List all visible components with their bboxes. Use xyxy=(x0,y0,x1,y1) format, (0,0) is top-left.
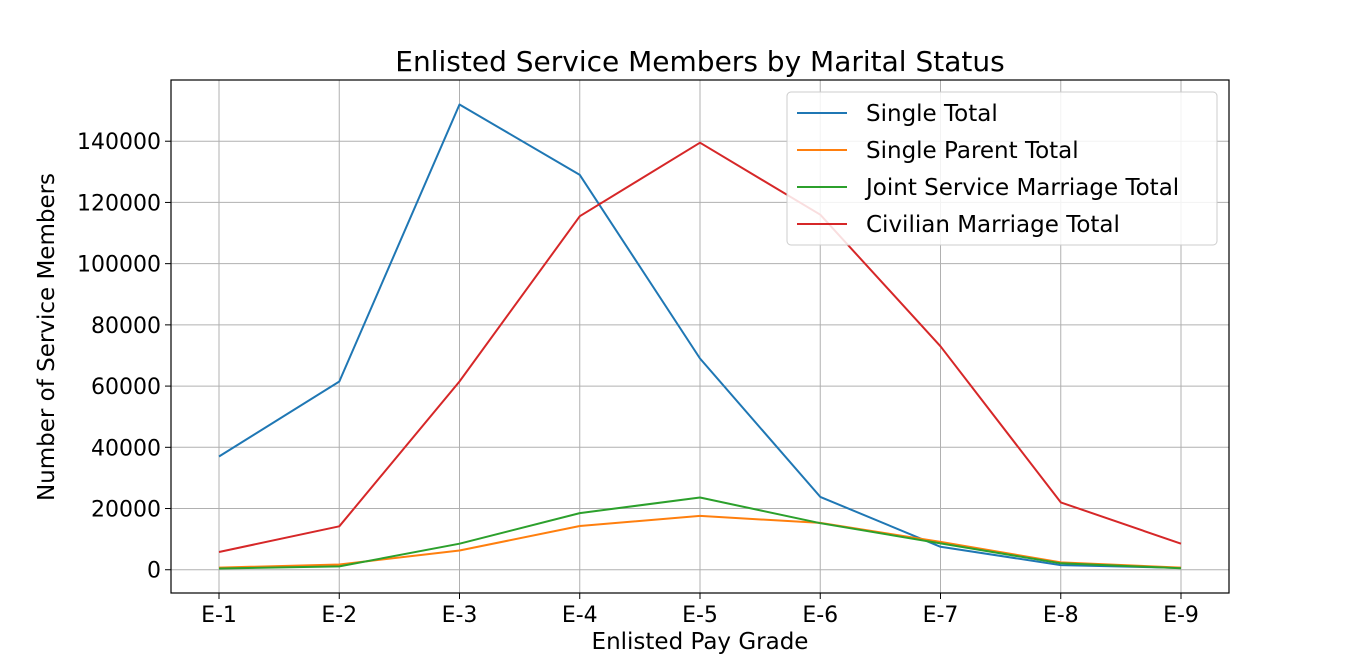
y-tick-label: 80000 xyxy=(91,314,161,339)
legend-box xyxy=(786,91,1218,246)
x-tick-label: E-4 xyxy=(562,603,598,628)
legend-label: Single Total xyxy=(866,101,998,127)
series-line-0 xyxy=(218,103,1182,569)
x-axis-ticks: E-1 E-2 E-3 E-4 E-5 E-6 E-7 E-8 E-9 xyxy=(201,593,1199,628)
legend-items: Single Total Single Parent Total Joint Ser… xyxy=(797,101,1179,238)
x-tick-label: E-3 xyxy=(442,603,478,628)
y-tick-label: 40000 xyxy=(91,436,161,461)
legend: Single Total Single Parent Total Joint Ser… xyxy=(786,91,1218,246)
y-tick-label: 100000 xyxy=(77,253,161,278)
legend-label: Joint Service Marriage Total xyxy=(864,175,1179,201)
series-lines xyxy=(218,103,1182,570)
series-line-2 xyxy=(218,496,1182,570)
y-axis-ticks: 0 20000 40000 60000 80000 100000 120000 140000 xyxy=(77,130,171,584)
x-tick-label: E-6 xyxy=(802,603,838,628)
chart-title: Enlisted Service Members by Marital Stat… xyxy=(395,45,1004,78)
legend-label: Civilian Marriage Total xyxy=(866,212,1120,238)
x-tick-label: E-7 xyxy=(923,603,959,628)
y-tick-label: 0 xyxy=(147,559,161,584)
series-line-3 xyxy=(218,141,1182,553)
y-tick-label: 20000 xyxy=(91,498,161,523)
y-axis-label: Number of Service Members xyxy=(34,173,60,501)
legend-label: Single Parent Total xyxy=(866,138,1079,164)
y-tick-label: 60000 xyxy=(91,375,161,400)
y-tick-label: 120000 xyxy=(77,191,161,216)
x-axis-label: Enlisted Pay Grade xyxy=(592,629,809,655)
x-tick-label: E-2 xyxy=(321,603,357,628)
x-tick-label: E-1 xyxy=(201,603,237,628)
x-tick-label: E-9 xyxy=(1163,603,1199,628)
y-tick-label: 140000 xyxy=(77,130,161,155)
x-tick-label: E-8 xyxy=(1043,603,1079,628)
x-tick-label: E-5 xyxy=(682,603,718,628)
